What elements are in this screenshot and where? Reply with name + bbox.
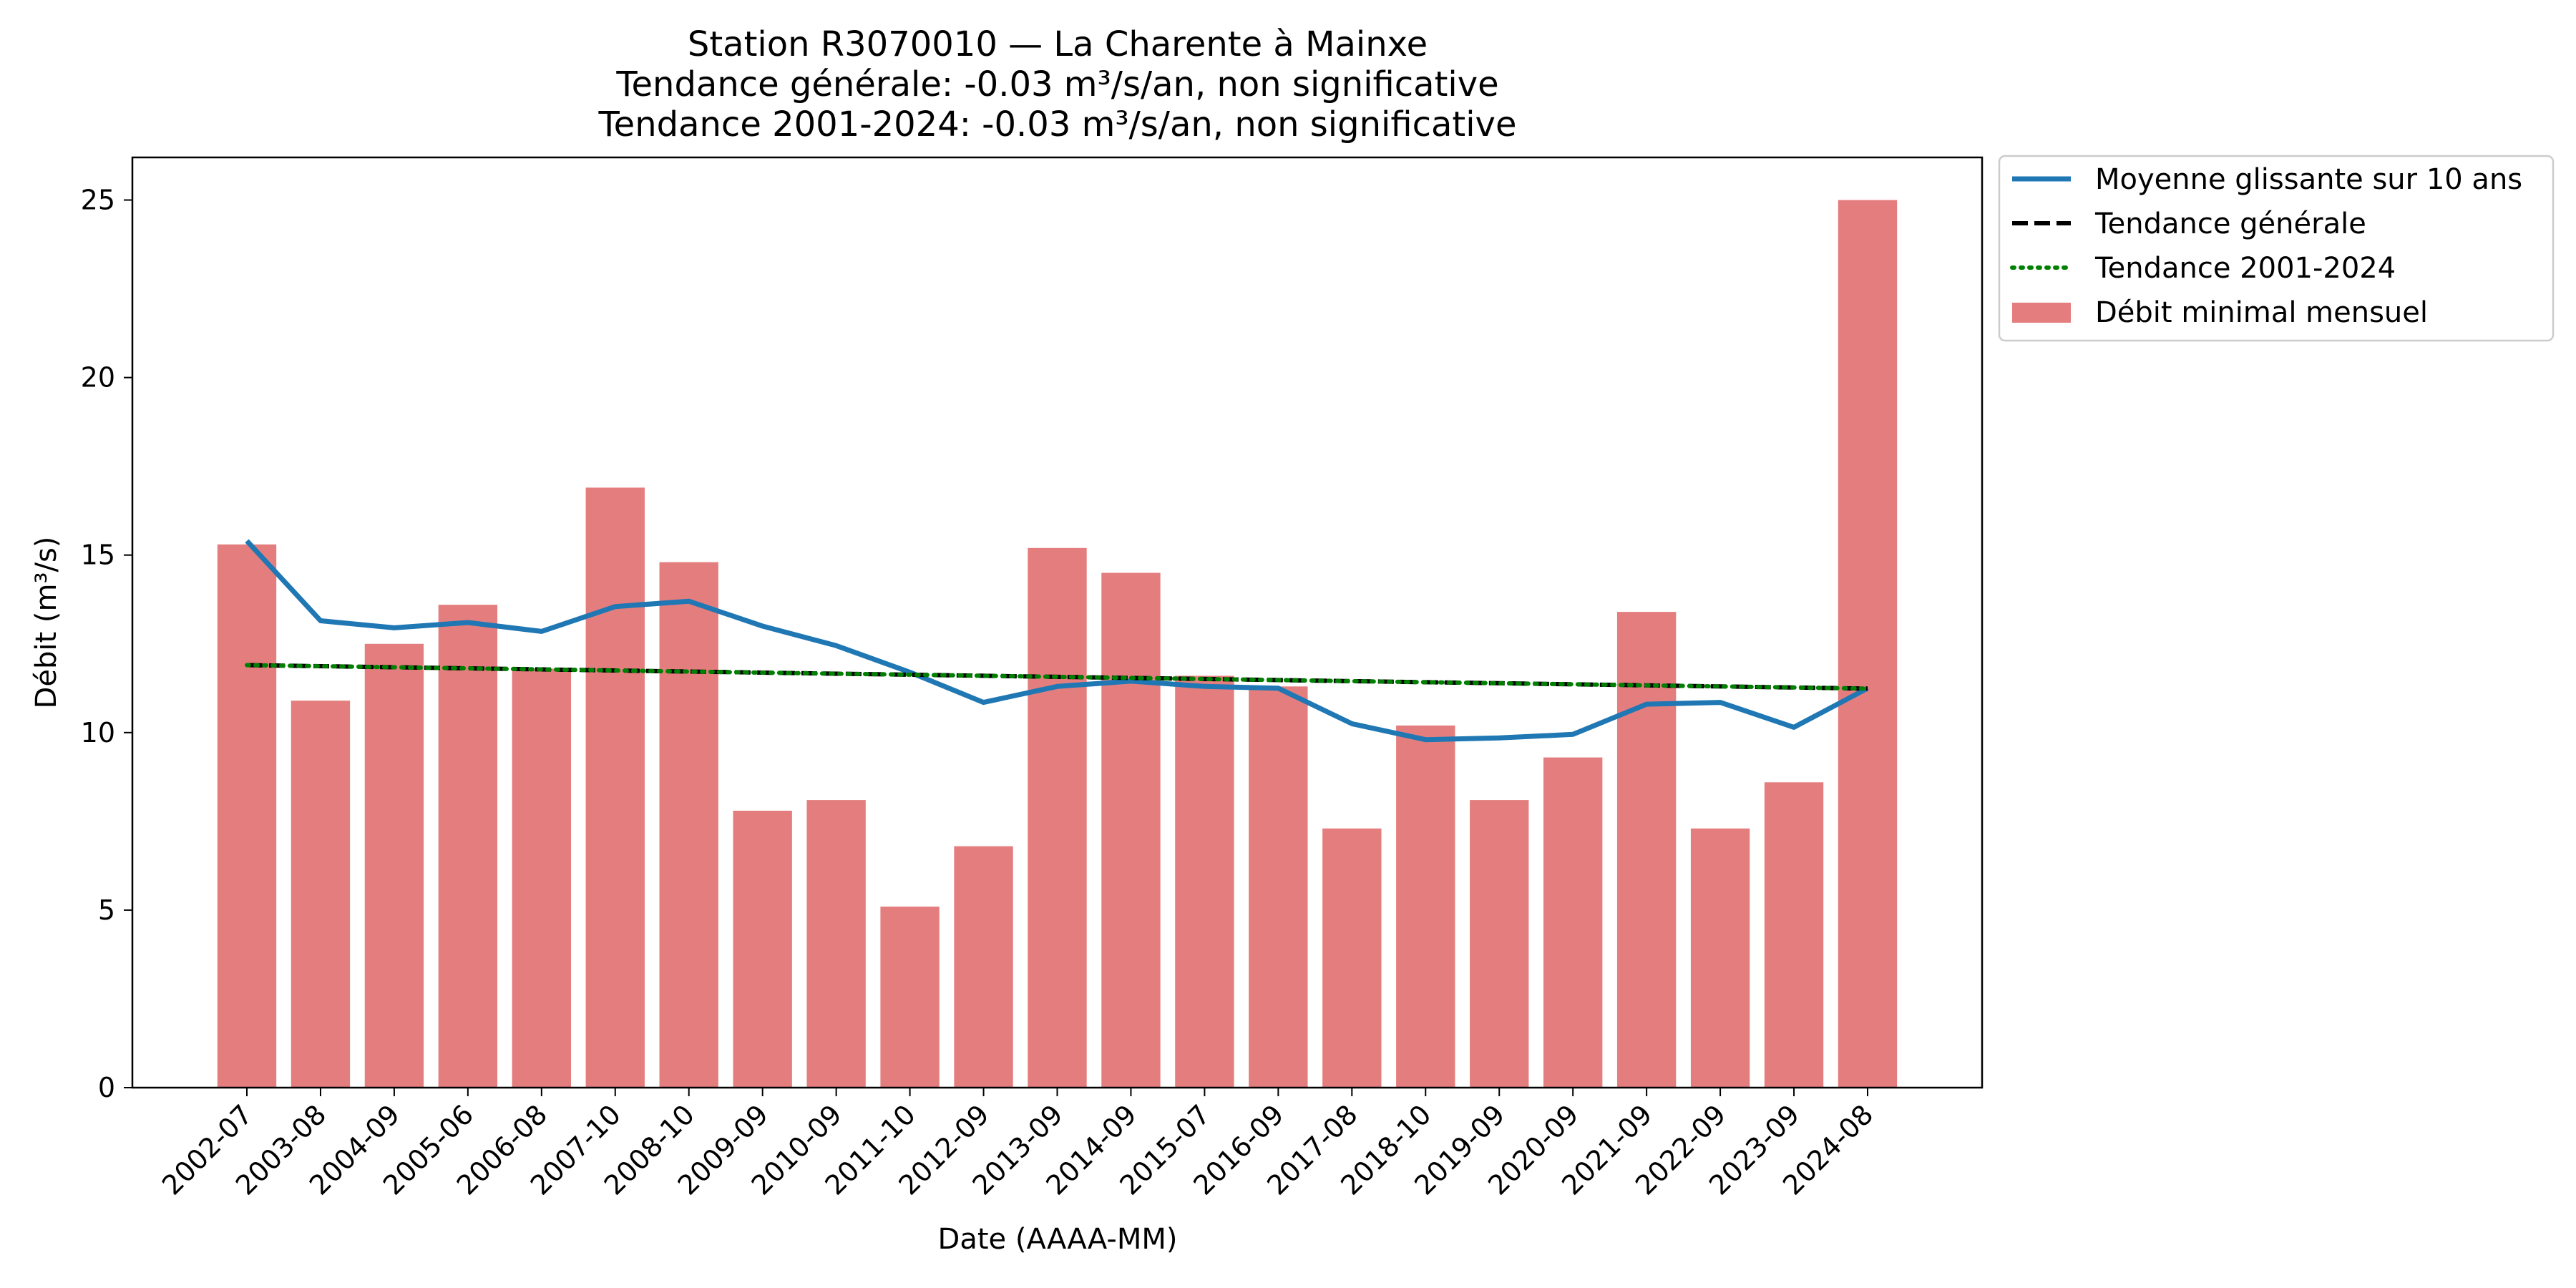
bar-2022-09 bbox=[1690, 828, 1750, 1088]
bar-2021-09 bbox=[1616, 612, 1677, 1088]
bar-2007-10 bbox=[585, 487, 645, 1088]
legend-label-d-bit-minimal-mensuel: Débit minimal mensuel bbox=[2095, 296, 2428, 329]
bar-2010-09 bbox=[806, 800, 866, 1088]
bar-2017-08 bbox=[1322, 828, 1382, 1088]
chart-title-line-2: Tendance générale: -0.03 m³/s/an, non si… bbox=[615, 64, 1498, 104]
bar-2011-10 bbox=[880, 906, 940, 1088]
legend: Moyenne glissante sur 10 ans Tendance gén… bbox=[1998, 155, 2555, 342]
bar-2012-09 bbox=[954, 846, 1013, 1088]
bar-2024-08 bbox=[1838, 200, 1898, 1088]
bar-2006-08 bbox=[512, 668, 571, 1088]
bar-2004-09 bbox=[364, 643, 424, 1088]
legend-frame bbox=[1998, 155, 2555, 342]
bar-2020-09 bbox=[1543, 757, 1603, 1088]
y-tick-label: 10 bbox=[81, 717, 115, 748]
y-tick-label: 5 bbox=[98, 894, 115, 926]
y-axis-label: Débit (m³/s) bbox=[30, 537, 63, 709]
y-tick-label: 0 bbox=[98, 1072, 115, 1103]
bar-2014-09 bbox=[1101, 572, 1161, 1088]
legend-label-tendance-g-n-rale: Tendance générale bbox=[2094, 208, 2366, 240]
bar-2018-10 bbox=[1396, 725, 1455, 1088]
y-axis: 0 5 10 15 20 25 bbox=[81, 185, 132, 1103]
legend-label-tendance-2001-2024: Tendance 2001-2024 bbox=[2094, 252, 2396, 285]
legend-swatch-d-bit-minimal-mensuel bbox=[2012, 303, 2071, 323]
x-axis: 2002-072003-082004-092005-062006-082007-… bbox=[156, 1088, 1879, 1201]
chart-title: Station R3070010 — La Charente à Mainxe … bbox=[598, 24, 1517, 145]
bar-2013-09 bbox=[1028, 547, 1087, 1088]
y-tick-label: 20 bbox=[81, 362, 115, 394]
x-axis-label: Date (AAAA-MM) bbox=[938, 1223, 1178, 1256]
bar-2008-10 bbox=[659, 562, 718, 1088]
bar-2016-09 bbox=[1249, 686, 1308, 1088]
bar-2002-07 bbox=[217, 544, 277, 1088]
line-tendance-2001-2024 bbox=[245, 663, 1870, 691]
chart-title-line-3: Tendance 2001-2024: -0.03 m³/s/an, non s… bbox=[598, 104, 1517, 145]
bar-2019-09 bbox=[1470, 800, 1529, 1088]
lines-layer bbox=[245, 539, 1870, 743]
y-tick-label: 15 bbox=[81, 540, 115, 571]
legend-label-moyenne-glissante-sur-10-ans: Moyenne glissante sur 10 ans bbox=[2095, 163, 2522, 196]
bars-layer bbox=[217, 200, 1898, 1088]
bar-2005-06 bbox=[438, 605, 498, 1088]
bar-2003-08 bbox=[291, 701, 351, 1088]
bar-2023-09 bbox=[1764, 782, 1824, 1088]
line-moyenne-glissante-sur-10-ans bbox=[245, 539, 1869, 743]
y-tick-label: 25 bbox=[81, 185, 115, 216]
chart-title-line-1: Station R3070010 — La Charente à Mainxe bbox=[688, 24, 1428, 64]
bar-2009-09 bbox=[733, 810, 792, 1088]
bar-2015-07 bbox=[1175, 675, 1234, 1088]
